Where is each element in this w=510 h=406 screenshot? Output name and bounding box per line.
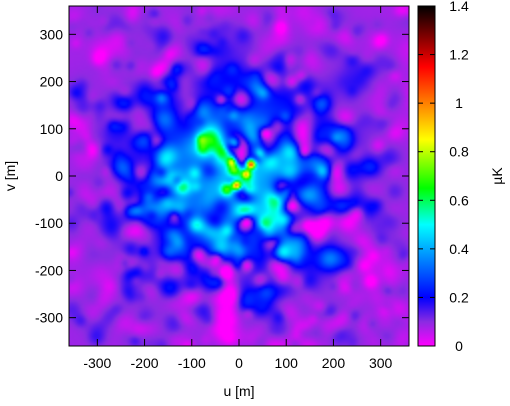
y-axis-ticks: 300 200 100 0 -100 -200 -300 bbox=[35, 26, 409, 326]
y-tick-label: 300 bbox=[40, 26, 64, 42]
x-tick-label: 200 bbox=[322, 355, 346, 371]
colorbar-tick-label: 0.8 bbox=[449, 144, 469, 160]
colorbar-tick-label: 0.4 bbox=[449, 241, 469, 257]
colorbar-ticks: 0 0.2 0.4 0.6 0.8 1 1.2 1.4 bbox=[418, 0, 469, 354]
y-tick-label: -100 bbox=[35, 215, 63, 231]
colorbar-tick-label: 1.4 bbox=[449, 0, 469, 14]
x-tick-label: -300 bbox=[83, 355, 111, 371]
x-tick-label: -100 bbox=[178, 355, 206, 371]
colorbar-tick-label: 0 bbox=[455, 338, 463, 354]
y-tick-label: -200 bbox=[35, 262, 63, 278]
colorbar-label: µK bbox=[489, 167, 505, 185]
colorbar-tick-label: 1 bbox=[455, 95, 463, 111]
y-tick-label: 100 bbox=[40, 121, 64, 137]
colorbar-tick-label: 0.6 bbox=[449, 192, 469, 208]
x-tick-label: 300 bbox=[369, 355, 393, 371]
x-axis-ticks: -300 -200 -100 0 100 200 300 bbox=[83, 6, 393, 371]
x-axis-label: u [m] bbox=[223, 383, 254, 399]
y-tick-label: 200 bbox=[40, 74, 64, 90]
x-tick-label: -200 bbox=[131, 355, 159, 371]
y-tick-label: -300 bbox=[35, 310, 63, 326]
colorbar bbox=[417, 5, 436, 347]
colorbar-tick-label: 0.2 bbox=[449, 289, 469, 305]
heatmap-image bbox=[69, 6, 409, 346]
y-tick-label: 0 bbox=[55, 168, 63, 184]
colorbar-tick-label: 1.2 bbox=[449, 47, 469, 63]
x-tick-label: 0 bbox=[235, 355, 243, 371]
y-axis-label: v [m] bbox=[2, 161, 18, 191]
x-tick-label: 100 bbox=[275, 355, 299, 371]
plot-area bbox=[69, 6, 409, 346]
